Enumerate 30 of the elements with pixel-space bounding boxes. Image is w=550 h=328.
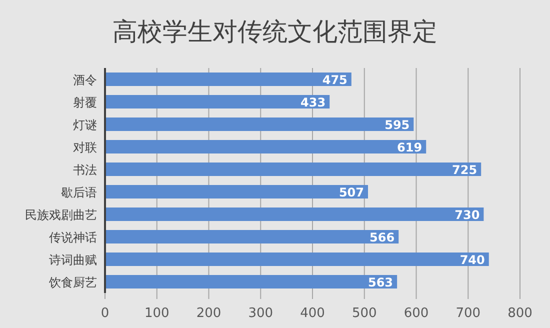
x-tick-label: 0 — [100, 306, 110, 321]
y-tick-label: 传说神话 — [49, 230, 97, 244]
data-label: 433 — [300, 95, 326, 110]
x-tick-label: 600 — [404, 306, 429, 321]
data-label: 507 — [338, 185, 364, 200]
x-tick-label: 100 — [144, 306, 170, 321]
data-label: 740 — [460, 252, 485, 267]
data-label: 619 — [397, 140, 422, 154]
y-tick-label: 诗词曲赋 — [49, 252, 97, 267]
y-tick-label: 对联 — [73, 140, 97, 154]
x-tick-label: 800 — [508, 306, 532, 321]
x-tick-label: 200 — [196, 306, 222, 321]
x-tick-label: 400 — [300, 306, 325, 321]
data-label: 725 — [452, 162, 478, 177]
x-tick-label: 500 — [352, 306, 377, 321]
y-tick-label: 灯谜 — [73, 118, 97, 132]
y-tick-label: 射覆 — [73, 95, 97, 110]
data-label: 475 — [322, 72, 348, 87]
x-tick-label: 700 — [456, 306, 481, 321]
data-label: 566 — [370, 230, 395, 244]
y-tick-label: 酒令 — [73, 72, 97, 87]
y-tick-label: 歇后语 — [61, 185, 97, 200]
x-tick-label: 300 — [248, 306, 274, 321]
title: 高校学生对传统文化范围界定 — [112, 17, 438, 46]
data-label: 563 — [368, 275, 394, 290]
y-tick-label: 书法 — [73, 162, 97, 177]
data-label: 595 — [384, 118, 410, 132]
y-tick-label: 饮食厨艺 — [48, 275, 97, 290]
data-label: 730 — [454, 208, 480, 222]
y-tick-label: 民族戏剧曲艺 — [25, 208, 97, 222]
